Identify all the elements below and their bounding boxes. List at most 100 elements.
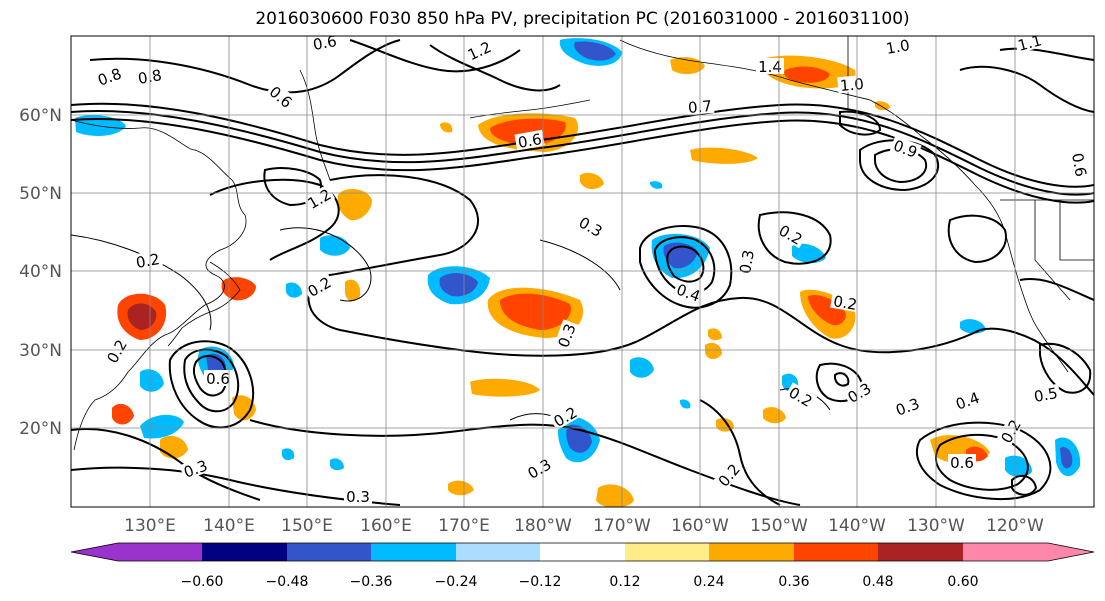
colorbar-tick-label: −0.48 xyxy=(266,574,309,590)
lon-label: 170°W xyxy=(593,516,651,536)
precip-blob xyxy=(708,328,722,341)
colorbar-segment xyxy=(794,543,878,561)
contour-label: 0.2 xyxy=(135,250,162,272)
colorbar-tick-label: 0.36 xyxy=(778,574,809,590)
pv-contour xyxy=(959,65,1094,113)
pv-contour xyxy=(915,421,1052,500)
contour-labels: 0.8 0.6 1.2 1.4 1.0 1.1 0.8 0.6 0.7 1.0 … xyxy=(93,31,1091,506)
colorbar-segment xyxy=(878,543,963,561)
pv-contour xyxy=(168,340,255,429)
lon-label: 170°E xyxy=(438,516,490,536)
lon-label: 180°W xyxy=(514,516,572,536)
precip-blob xyxy=(875,101,890,111)
colorbar-tick-label: 0.48 xyxy=(862,574,893,590)
pv-contour xyxy=(834,372,850,387)
precip-blob xyxy=(140,414,184,439)
pv-contour xyxy=(947,214,1007,264)
lat-label: 40°N xyxy=(19,262,62,282)
contour-label: 0.5 xyxy=(1033,384,1060,406)
precip-blob xyxy=(330,458,344,471)
pv-contour xyxy=(999,47,1094,61)
colorbar-tick-label: −0.36 xyxy=(350,574,393,590)
contour-label: 1.1 xyxy=(1016,31,1044,55)
lat-label: 30°N xyxy=(19,341,62,361)
precip-blob xyxy=(650,181,663,189)
precip-blob xyxy=(690,147,758,164)
contour-label: 0.3 xyxy=(736,249,758,276)
precip-blob xyxy=(112,403,134,425)
lon-label: 160°W xyxy=(671,516,729,536)
precip-blob xyxy=(784,66,830,83)
colorbar-tick-label: 0.24 xyxy=(693,574,724,590)
colorbar-segment xyxy=(371,543,456,561)
precip-blob xyxy=(705,342,722,360)
colorbar-segment xyxy=(202,543,287,561)
lat-label: 20°N xyxy=(19,419,62,439)
contour-label: 0.6 xyxy=(312,32,339,54)
precip-blob xyxy=(792,243,826,264)
map-title: 2016030600 F030 850 hPa PV, precipitatio… xyxy=(255,9,910,29)
border-us-state xyxy=(1034,200,1071,301)
pv-contour xyxy=(209,178,340,261)
precip-blob xyxy=(439,273,478,297)
pv-contour xyxy=(839,110,882,136)
gridlines xyxy=(71,36,1094,507)
precip-blob xyxy=(448,480,474,496)
pv-contour xyxy=(1019,278,1094,301)
contour-label: 0.3 xyxy=(346,488,370,506)
precip-blob xyxy=(1005,455,1032,478)
lon-label: 150°W xyxy=(750,516,808,536)
precip-blob xyxy=(232,395,256,421)
precip-blob xyxy=(221,277,256,301)
colorbar-tick-label: 0.60 xyxy=(947,574,978,590)
colorbar-segment xyxy=(625,543,709,561)
lat-label: 50°N xyxy=(19,184,62,204)
precip-blob xyxy=(440,122,453,133)
pv-contour xyxy=(279,227,372,302)
pv-contour xyxy=(934,433,1029,491)
precip-blob xyxy=(282,448,295,461)
lon-labels: 130°E 140°E 150°E 160°E 170°E 180°W 170°… xyxy=(124,516,1044,536)
colorbar-tick-label: −0.12 xyxy=(519,574,562,590)
precip-blob xyxy=(127,303,157,330)
precip-blob xyxy=(808,294,846,326)
precip-blob xyxy=(680,399,691,409)
colorbar-tick-label: 0.12 xyxy=(609,574,640,590)
precip-blob xyxy=(470,378,540,397)
colorbar-extend-high xyxy=(963,543,1094,561)
lat-labels: 60°N 50°N 40°N 30°N 20°N xyxy=(19,106,62,439)
pv-contour xyxy=(307,174,981,357)
lat-label: 60°N xyxy=(19,106,62,126)
pv-contours-thin xyxy=(71,227,831,426)
colorbar: −0.60 −0.48 −0.36 −0.24 −0.12 0.12 0.24 … xyxy=(70,542,1095,590)
precip-blob xyxy=(500,293,571,330)
precip-blob xyxy=(630,357,654,378)
colorbar-segments xyxy=(70,542,1095,562)
precip-blob xyxy=(580,172,604,190)
lon-label: 130°W xyxy=(907,516,965,536)
precip-blob xyxy=(574,41,616,61)
precip-blob xyxy=(596,484,634,507)
colorbar-tick-label: −0.24 xyxy=(435,574,478,590)
pv-contours xyxy=(71,39,1094,506)
pv-contour xyxy=(349,39,521,73)
precip-blob xyxy=(75,115,126,136)
colorbar-segment xyxy=(540,543,625,561)
colorbar-segment xyxy=(287,543,371,561)
pv-contour xyxy=(639,225,733,309)
coastline-alaska xyxy=(619,39,1069,373)
contour-label: 1.0 xyxy=(839,75,864,95)
lon-label: 140°W xyxy=(828,516,886,536)
lon-label: 150°E xyxy=(281,516,333,536)
colorbar-segment xyxy=(456,543,540,561)
pv-contour xyxy=(429,44,561,92)
pv-contour xyxy=(71,102,1094,188)
precip-blob xyxy=(140,369,164,392)
colorbar-ticks: −0.60 −0.48 −0.36 −0.24 −0.12 0.12 0.24 … xyxy=(181,574,979,590)
contour-label: 0.6 xyxy=(517,130,544,152)
colorbar-tick-label: −0.60 xyxy=(181,574,224,590)
contour-label: 1.0 xyxy=(885,36,912,58)
contour-label: 0.6 xyxy=(1068,152,1090,179)
lon-label: 160°E xyxy=(360,516,412,536)
map-frame xyxy=(70,35,1095,508)
